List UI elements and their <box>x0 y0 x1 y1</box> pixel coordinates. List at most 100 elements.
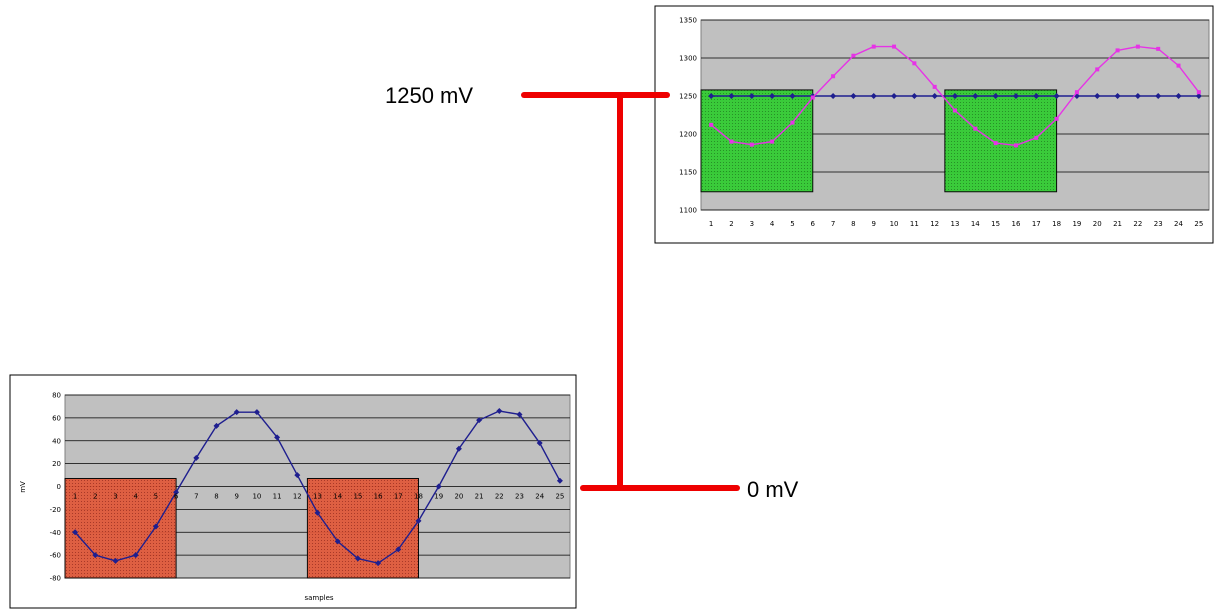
bottom-y-tick-label: -20 <box>50 506 61 514</box>
bottom-x-tick-label: 17 <box>394 493 403 501</box>
top-data-point <box>810 95 815 100</box>
bottom-x-tick-label: 20 <box>454 493 463 501</box>
bottom-data-point <box>496 408 503 415</box>
top-data-point <box>892 44 897 49</box>
bottom-x-tick-label: 11 <box>273 493 282 501</box>
top-y-tick-label: 1250 <box>679 93 697 101</box>
bottom-x-axis-title: samples <box>304 594 333 602</box>
top-y-tick-label: 1150 <box>679 169 697 177</box>
top-data-point <box>850 93 857 99</box>
bottom-x-tick-label: 15 <box>353 493 362 501</box>
top-x-tick-label: 8 <box>851 220 855 228</box>
top-x-tick-label: 23 <box>1154 220 1163 228</box>
top-data-point <box>1115 48 1120 53</box>
bottom-data-point <box>455 445 462 452</box>
bottom-y-tick-label: -80 <box>50 575 61 583</box>
bottom-x-tick-label: 16 <box>374 493 383 501</box>
bottom-y-axis-title: mV <box>19 481 27 493</box>
top-data-point <box>790 120 795 125</box>
top-data-point <box>1135 44 1140 49</box>
bottom-x-tick-label: 22 <box>495 493 504 501</box>
bottom-y-tick-label: 60 <box>52 414 61 422</box>
bottom-x-tick-label: 23 <box>515 493 524 501</box>
top-y-tick-label: 1200 <box>679 131 697 139</box>
bottom-x-tick-label: 18 <box>414 493 423 501</box>
bottom-y-tick-label: -60 <box>50 552 61 560</box>
bottom-y-tick-labels: -80 -60 -40 -20 0 20 40 60 80 <box>50 392 61 583</box>
top-data-point <box>912 61 917 66</box>
top-voltage-label: 1250 mV <box>385 83 473 108</box>
top-data-point <box>952 93 958 99</box>
voltage-connector: 1250 mV 0 mV <box>385 83 799 502</box>
bottom-data-point <box>516 411 523 418</box>
top-y-tick-label: 1350 <box>679 17 697 25</box>
bottom-y-tick-label: 80 <box>52 392 61 400</box>
top-data-point <box>973 126 978 131</box>
top-data-point <box>749 142 754 147</box>
top-data-point <box>992 93 999 99</box>
bottom-data-point <box>556 477 563 484</box>
top-data-point <box>1013 143 1018 148</box>
top-x-tick-label: 21 <box>1113 220 1122 228</box>
bottom-x-tick-label: 10 <box>252 493 261 501</box>
bottom-data-point <box>415 517 422 524</box>
top-y-tick-label: 1300 <box>679 55 697 63</box>
top-data-point <box>871 44 876 49</box>
bottom-x-tick-label: 4 <box>133 493 138 501</box>
bottom-x-tick-label: 9 <box>234 493 238 501</box>
top-x-tick-label: 9 <box>871 220 875 228</box>
top-data-point <box>1156 46 1161 51</box>
top-data-point <box>1176 63 1181 68</box>
top-data-point <box>851 53 856 58</box>
top-x-tick-label: 11 <box>910 220 919 228</box>
top-data-point <box>1094 93 1101 99</box>
top-data-point <box>953 108 957 113</box>
bottom-data-point <box>314 509 321 516</box>
top-data-point <box>789 93 796 99</box>
top-x-tick-label: 7 <box>831 220 835 228</box>
top-x-tick-label: 3 <box>750 220 754 228</box>
bottom-x-tick-labels: 1 2 3 4 5 6 7 8 9 10 11 12 13 14 15 16 17 18 19 20 21 22 23 24 2… <box>73 493 564 501</box>
top-data-point <box>1195 93 1202 99</box>
bottom-data-point <box>354 555 361 562</box>
bottom-highlight-box <box>306 477 419 579</box>
top-x-tick-label: 17 <box>1032 220 1041 228</box>
top-x-tick-label: 1 <box>709 220 713 228</box>
bottom-x-tick-label: 2 <box>93 493 97 501</box>
top-x-tick-label: 12 <box>930 220 939 228</box>
top-data-point <box>1095 67 1100 72</box>
bottom-data-point <box>435 483 442 490</box>
top-x-tick-label: 14 <box>971 220 980 228</box>
bottom-data-point <box>233 409 240 416</box>
top-series <box>708 44 1202 148</box>
top-x-tick-label: 18 <box>1052 220 1061 228</box>
bottom-x-tick-label: 7 <box>194 493 198 501</box>
bottom-data-point <box>274 434 281 441</box>
top-x-tick-label: 19 <box>1072 220 1081 228</box>
bottom-data-point <box>193 454 200 461</box>
top-data-point <box>1074 90 1079 95</box>
bottom-x-tick-label: 6 <box>174 493 179 501</box>
top-data-point <box>993 141 998 146</box>
bottom-data-point <box>253 409 260 416</box>
top-data-point <box>1114 93 1121 99</box>
bottom-x-tick-label: 12 <box>293 493 302 501</box>
top-data-point <box>709 122 714 127</box>
bottom-y-tick-label: -40 <box>50 529 61 537</box>
top-data-point <box>911 93 918 99</box>
bottom-x-tick-label: 8 <box>214 493 218 501</box>
top-data-point <box>830 93 837 99</box>
top-x-tick-label: 22 <box>1133 220 1142 228</box>
bottom-highlight-boxes <box>64 477 419 579</box>
top-data-point <box>1033 93 1040 99</box>
top-x-tick-label: 24 <box>1174 220 1183 228</box>
top-data-point <box>769 93 776 99</box>
bottom-data-point <box>112 557 119 564</box>
bottom-highlight-box <box>64 477 177 579</box>
top-data-point <box>770 139 775 144</box>
bottom-data-point <box>536 440 543 447</box>
top-y-tick-labels: 1100 1150 1200 1250 1300 1350 <box>679 17 697 215</box>
top-x-tick-label: 13 <box>951 220 960 228</box>
bottom-x-tick-label: 1 <box>73 493 77 501</box>
